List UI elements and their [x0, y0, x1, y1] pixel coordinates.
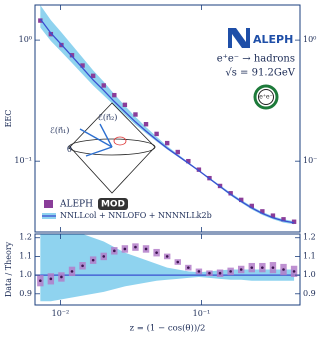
plot-area	[38, 5, 297, 225]
data-point	[218, 271, 222, 275]
data-point	[154, 131, 159, 137]
data-point	[249, 203, 254, 209]
energy-label: √s = 91.2GeV	[225, 68, 295, 79]
y-axis-label: EEC	[4, 110, 13, 128]
data-point	[101, 83, 106, 88]
plot-layers	[35, 5, 300, 302]
y-tick-label: 10⁰	[303, 35, 316, 44]
data-point	[292, 270, 296, 273]
data-point	[60, 275, 63, 279]
logo-glyph	[228, 28, 250, 48]
diagram-arrow	[99, 123, 113, 148]
y-tick-label: 1.0	[303, 270, 316, 279]
data-point	[250, 266, 254, 269]
data-point	[69, 53, 75, 58]
data-point	[260, 209, 265, 214]
data-point	[48, 31, 54, 37]
plot-area	[35, 234, 300, 302]
y-tick-label: 1.2	[303, 233, 316, 242]
plot-frame	[34, 233, 301, 306]
data-point	[228, 191, 233, 196]
data-point	[49, 277, 53, 281]
y-tick-label: 1.0	[19, 270, 32, 279]
diagram-arrow	[79, 128, 113, 148]
eec-diagram	[68, 102, 156, 194]
plot-frame	[34, 4, 301, 233]
logo-text: e⁺e⁻	[259, 94, 272, 101]
data-point	[70, 270, 74, 273]
y-tick-label: 0.9	[303, 289, 316, 298]
data-point	[196, 167, 202, 172]
diagram-label: θ	[67, 145, 72, 154]
data-point	[133, 112, 138, 117]
y-tick-label: 1.1	[19, 251, 32, 260]
aleph-logo: ALEPH	[228, 28, 293, 48]
data-point	[155, 251, 158, 254]
data-point	[238, 197, 244, 203]
data-point	[165, 255, 169, 258]
data-point	[270, 213, 276, 218]
data-point	[229, 270, 232, 273]
diagram-label: ℰ(n⃗₂)	[98, 113, 117, 122]
data-point	[208, 271, 211, 275]
data-point	[81, 264, 84, 268]
data-point	[90, 73, 96, 79]
data-point	[197, 270, 201, 273]
legend-marker	[44, 200, 53, 208]
diagram-label: ℰ(n⃗₁)	[50, 126, 69, 135]
data-point	[164, 140, 170, 146]
data-point	[282, 268, 285, 271]
y-tick-label: 10⁻¹	[14, 156, 32, 165]
data-point	[123, 247, 127, 251]
x-tick-label: 10⁻²	[52, 309, 70, 318]
logo-inner	[258, 89, 274, 105]
diagram-ellipse	[68, 138, 156, 156]
uncertainty-band	[40, 234, 295, 302]
y-tick-label: 1.1	[303, 251, 316, 260]
y-axis-label: Data / Theory	[4, 241, 13, 297]
data-point	[91, 258, 95, 262]
x-tick-label: 10⁻¹	[193, 309, 211, 318]
diagram-blob	[113, 136, 127, 146]
data-point	[113, 249, 116, 253]
legend-badge-text: MOD	[101, 200, 125, 210]
data-point	[281, 217, 286, 222]
data-point	[175, 149, 180, 155]
data-point	[122, 102, 128, 108]
legend-label: NNLLcol + NNLOFO + NNNNLLk2b	[60, 211, 212, 220]
data-point	[239, 268, 243, 271]
y-tick-label: 0.9	[19, 289, 32, 298]
data-point	[143, 122, 149, 127]
data-point	[134, 245, 137, 249]
data-point	[186, 158, 191, 164]
y-tick-label: 1.2	[19, 233, 32, 242]
y-tick-label: 10⁻¹	[303, 156, 317, 165]
experiment-name: ALEPH	[253, 33, 293, 46]
data-point	[39, 279, 42, 283]
data-point	[144, 247, 148, 251]
process-label: e⁺e⁻ → hadrons	[217, 54, 295, 65]
data-point	[176, 260, 180, 264]
legend-badge	[98, 198, 128, 210]
data-point	[112, 92, 117, 98]
legend-label: ALEPH	[59, 200, 93, 210]
data-point	[261, 266, 264, 269]
data-point	[102, 255, 106, 258]
diagram-arrow	[85, 146, 113, 157]
data-point	[187, 266, 190, 269]
data-point	[80, 63, 85, 68]
theory-line	[39, 18, 295, 224]
data-point	[38, 18, 43, 23]
diagram-cone	[69, 102, 156, 194]
data-point	[291, 219, 297, 224]
x-axis-label: z = (1 − cos(θ))/2	[130, 323, 206, 334]
y-tick-label: 10⁰	[19, 35, 32, 44]
ee-logo: e⁺e⁻	[253, 84, 279, 110]
data-point	[271, 266, 275, 269]
